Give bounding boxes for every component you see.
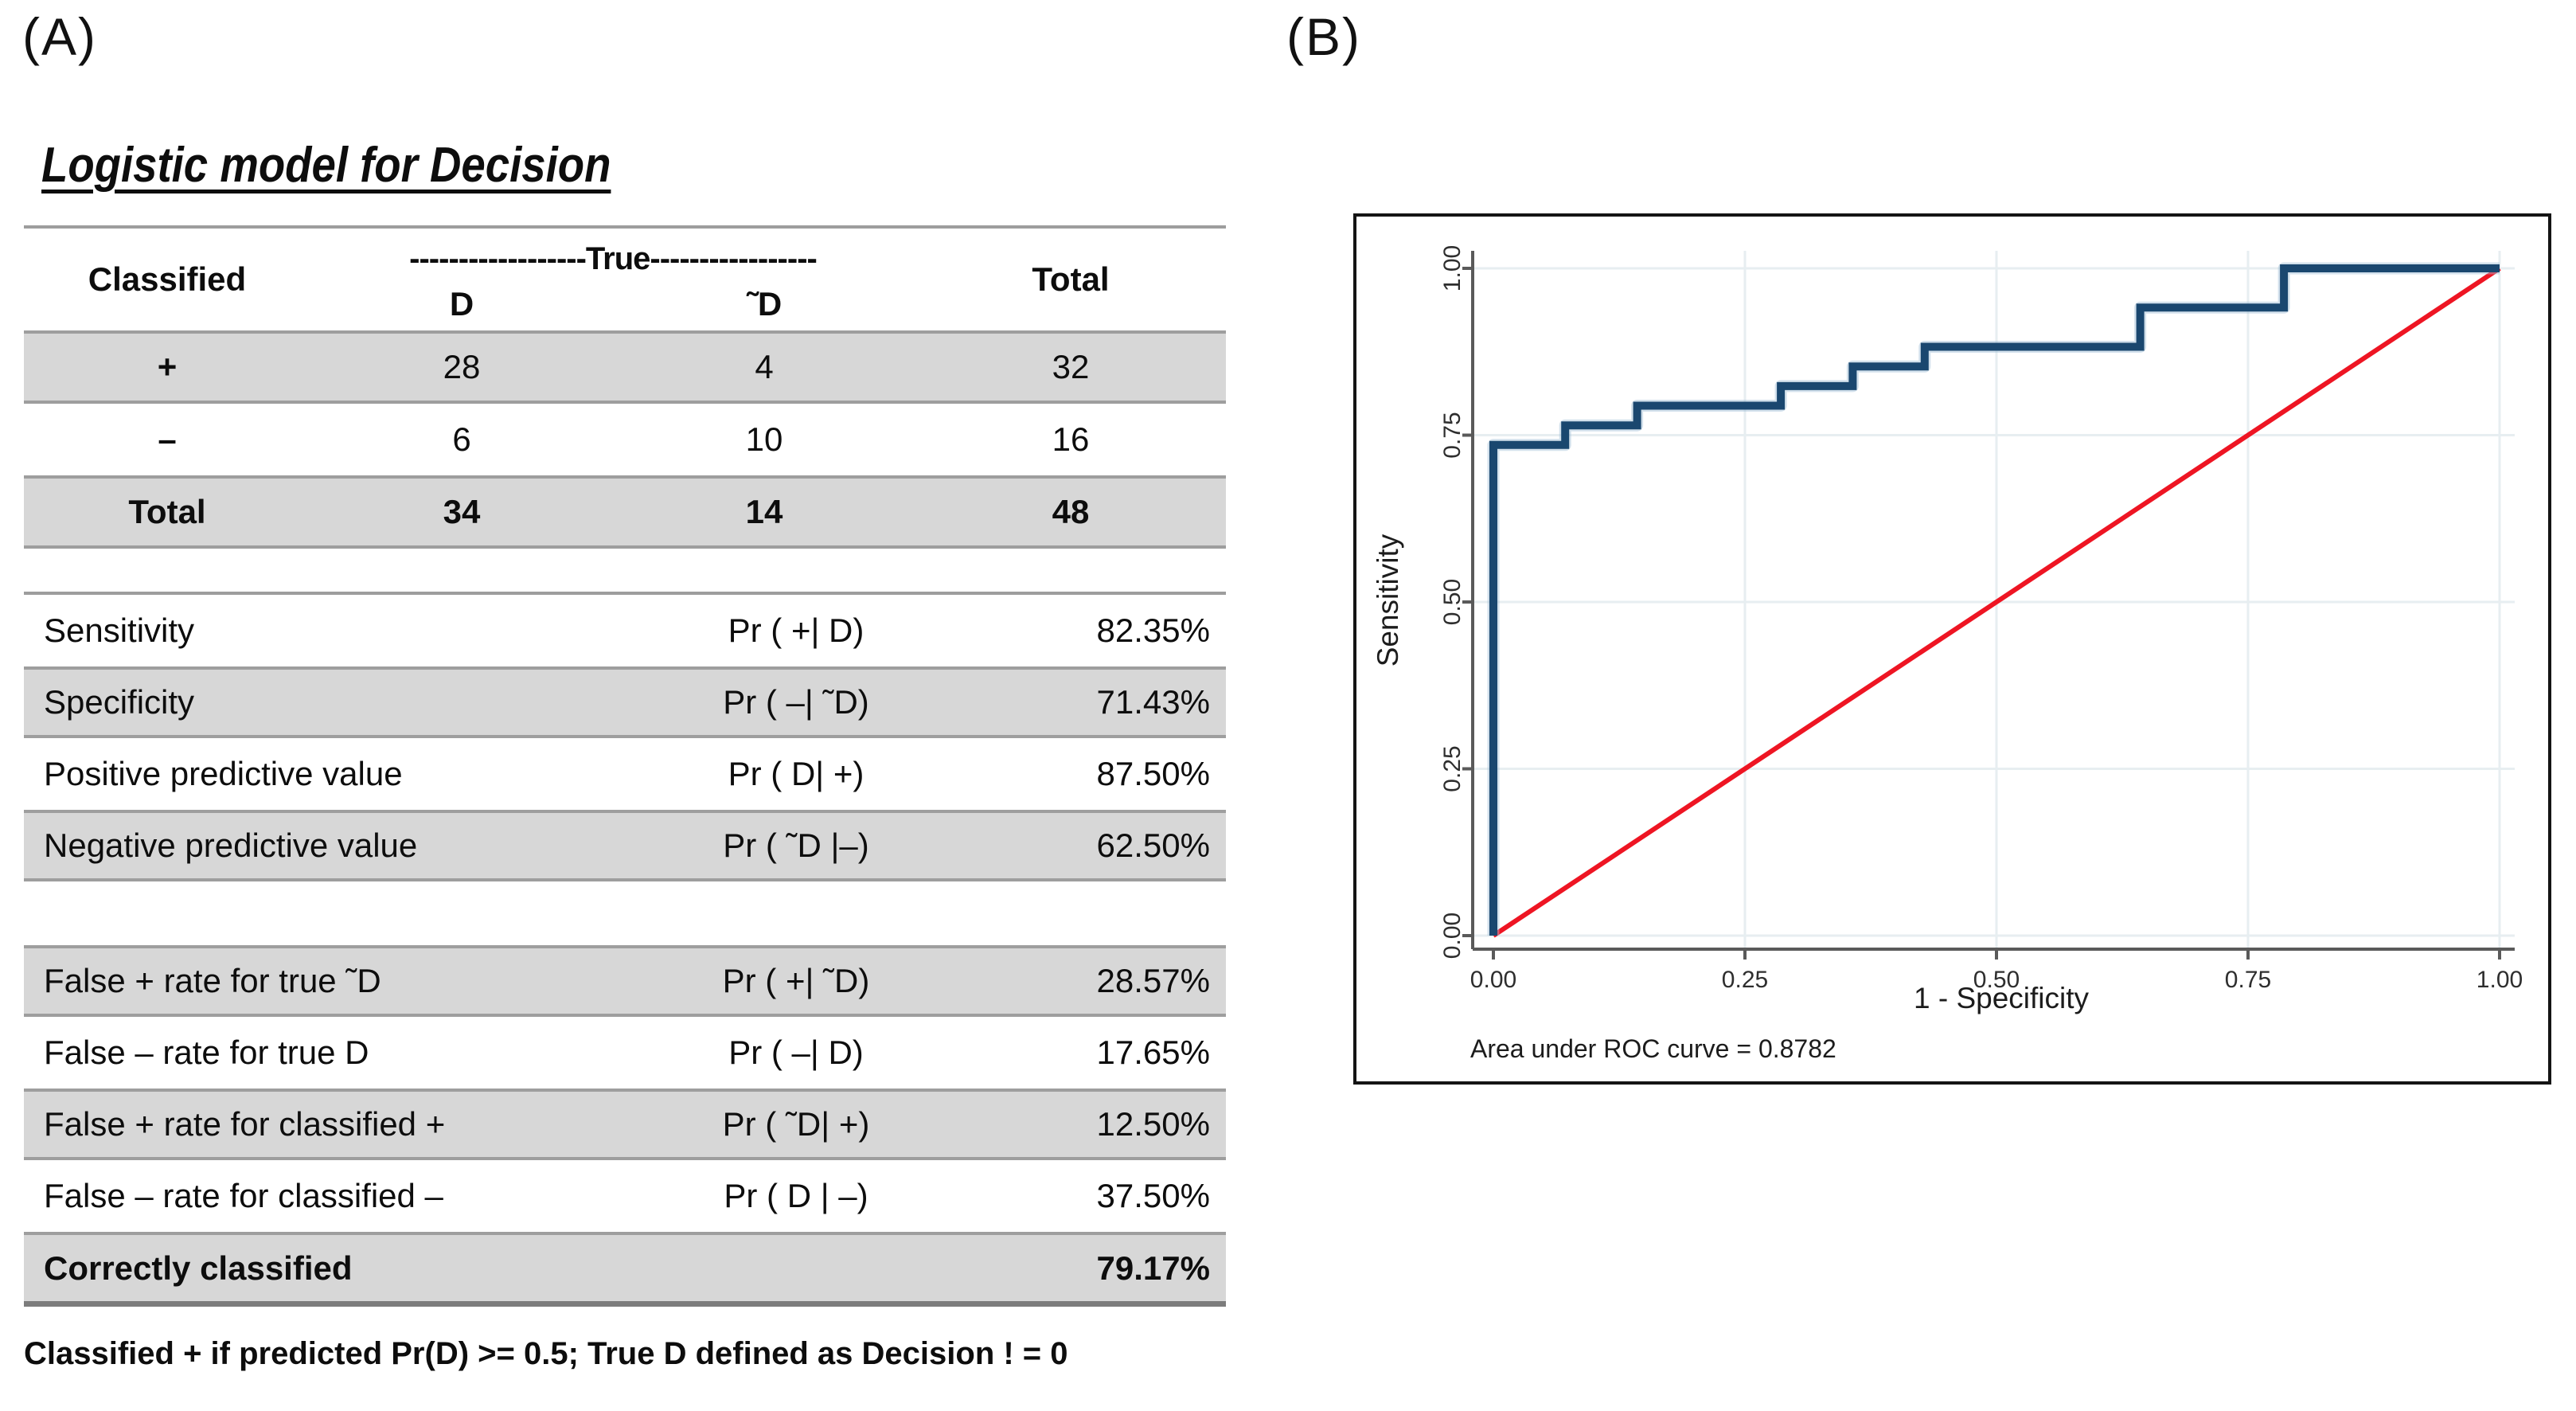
stat-formula: Pr ( D | –) <box>724 1177 868 1214</box>
roc-chart: 0.00 0.25 0.50 0.75 1.00 0.00 0.25 0.50 0.75 1.00… <box>1372 245 2523 1063</box>
stat-value: 17.65% <box>1096 1034 1210 1071</box>
stat-formula: Pr ( –| ˜D) <box>723 683 869 721</box>
stat-value: 87.50% <box>1096 755 1210 792</box>
cell-not-d: 4 <box>755 348 774 385</box>
header-classified: Classified <box>88 260 247 298</box>
axes <box>1462 251 2515 960</box>
stat-label: Specificity <box>44 683 195 721</box>
stat-value: 37.50% <box>1096 1177 1210 1214</box>
tick-labels: 0.00 0.25 0.50 0.75 1.00 0.00 0.25 0.50 0.75 1.00 <box>1439 245 2523 993</box>
stat-formula: Pr ( D| +) <box>728 755 865 792</box>
stat-row-correctly-classified: Correctly classified 79.17% <box>24 1232 1226 1307</box>
stat-row-ppv: Positive predictive value Pr ( D| +) 87.… <box>24 738 1226 810</box>
svg-text:0.75: 0.75 <box>1439 412 1466 458</box>
header-total: Total <box>1032 260 1110 298</box>
table-row-total: Total 34 14 48 <box>24 475 1226 549</box>
stat-label: Correctly classified <box>44 1249 353 1287</box>
classification-footnote: Classified + if predicted Pr(D) >= 0.5; … <box>24 1336 1068 1371</box>
svg-text:0.25: 0.25 <box>1722 967 1768 993</box>
stat-label: Sensitivity <box>44 612 195 649</box>
classification-table-header: Classified ------------------True-------… <box>24 229 1226 330</box>
cell-total: 48 <box>1052 493 1090 530</box>
svg-text:1.00: 1.00 <box>1439 245 1466 291</box>
classification-table: Classified ------------------True-------… <box>24 225 1226 549</box>
header-true-span: ------------------True----------------- <box>409 240 818 276</box>
stat-row-false-pos-classified: False + rate for classified + Pr ( ˜D| +… <box>24 1089 1226 1160</box>
stat-formula: Pr ( ˜D| +) <box>722 1105 870 1143</box>
svg-text:0.75: 0.75 <box>2225 967 2271 993</box>
stat-label: False + rate for classified + <box>44 1105 446 1143</box>
header-true-columns: D ˜D <box>310 285 915 323</box>
stat-value: 71.43% <box>1096 683 1210 721</box>
stat-value: 79.17% <box>1096 1249 1210 1287</box>
stat-value: 82.35% <box>1096 612 1210 649</box>
stats-group-predictive: Sensitivity Pr ( +| D) 82.35% Specificit… <box>24 592 1226 881</box>
x-axis-title: 1 - Specificity <box>1914 982 2090 1014</box>
svg-text:0.00: 0.00 <box>1439 913 1466 959</box>
svg-text:0.50: 0.50 <box>1439 579 1466 625</box>
row-label: + <box>157 348 178 385</box>
cell-total: 32 <box>1052 348 1090 385</box>
row-label: Total <box>128 493 206 530</box>
svg-text:1.00: 1.00 <box>2476 967 2523 993</box>
cell-d: 34 <box>443 493 481 530</box>
table-row-positive: + 28 4 32 <box>24 330 1226 404</box>
cell-d: 28 <box>443 348 481 385</box>
stat-row-false-neg-classified: False – rate for classified – Pr ( D | –… <box>24 1160 1226 1232</box>
stats-group-false-rates: False + rate for true ˜D Pr ( +| ˜D) 28.… <box>24 945 1226 1232</box>
stat-label: False + rate for true ˜D <box>44 962 381 999</box>
cell-d: 6 <box>452 420 471 458</box>
y-axis-title: Sensitivity <box>1372 534 1404 666</box>
table-title: Logistic model for Decision <box>41 138 611 193</box>
svg-text:0.25: 0.25 <box>1439 745 1466 791</box>
roc-series <box>1487 262 2501 938</box>
stat-label: False – rate for classified – <box>44 1177 443 1214</box>
svg-text:0.50: 0.50 <box>1973 967 2020 993</box>
stat-row-sensitivity: Sensitivity Pr ( +| D) 82.35% <box>24 595 1226 666</box>
stat-formula: Pr ( +| ˜D) <box>722 962 870 999</box>
stats-group-correct: Correctly classified 79.17% <box>24 1232 1226 1307</box>
header-col-not-d: ˜D <box>746 284 783 322</box>
svg-text:0.00: 0.00 <box>1470 967 1516 993</box>
panel-a-label: (A) <box>22 7 97 66</box>
stat-label: Negative predictive value <box>44 827 418 864</box>
header-col-d: D <box>449 284 474 322</box>
stat-row-false-neg-true: False – rate for true D Pr ( –| D) 17.65… <box>24 1017 1226 1089</box>
stat-row-false-pos-true: False + rate for true ˜D Pr ( +| ˜D) 28.… <box>24 945 1226 1017</box>
stat-row-npv: Negative predictive value Pr ( ˜D |–) 62… <box>24 810 1226 881</box>
table-row-negative: – 6 10 16 <box>24 404 1226 475</box>
header-true-group: ------------------True----------------- … <box>310 229 915 330</box>
cell-total: 16 <box>1052 420 1090 458</box>
stat-value: 62.50% <box>1096 827 1210 864</box>
gridlines <box>1473 251 2515 949</box>
roc-plot-panel: 0.00 0.25 0.50 0.75 1.00 0.00 0.25 0.50 0.75 1.00… <box>1353 213 2551 1085</box>
auc-annotation: Area under ROC curve = 0.8782 <box>1470 1034 1836 1063</box>
cell-not-d: 14 <box>745 493 783 530</box>
stat-formula: Pr ( –| D) <box>728 1034 864 1071</box>
cell-not-d: 10 <box>745 420 783 458</box>
row-label: – <box>158 420 177 458</box>
stat-value: 12.50% <box>1096 1105 1210 1143</box>
stat-formula: Pr ( ˜D |–) <box>723 827 869 864</box>
stat-value: 28.57% <box>1096 962 1210 999</box>
stat-label: Positive predictive value <box>44 755 403 792</box>
stat-row-specificity: Specificity Pr ( –| ˜D) 71.43% <box>24 666 1226 738</box>
stat-label: False – rate for true D <box>44 1034 369 1071</box>
stat-formula: Pr ( +| D) <box>728 612 865 649</box>
panel-b-label: (B) <box>1286 7 1361 66</box>
